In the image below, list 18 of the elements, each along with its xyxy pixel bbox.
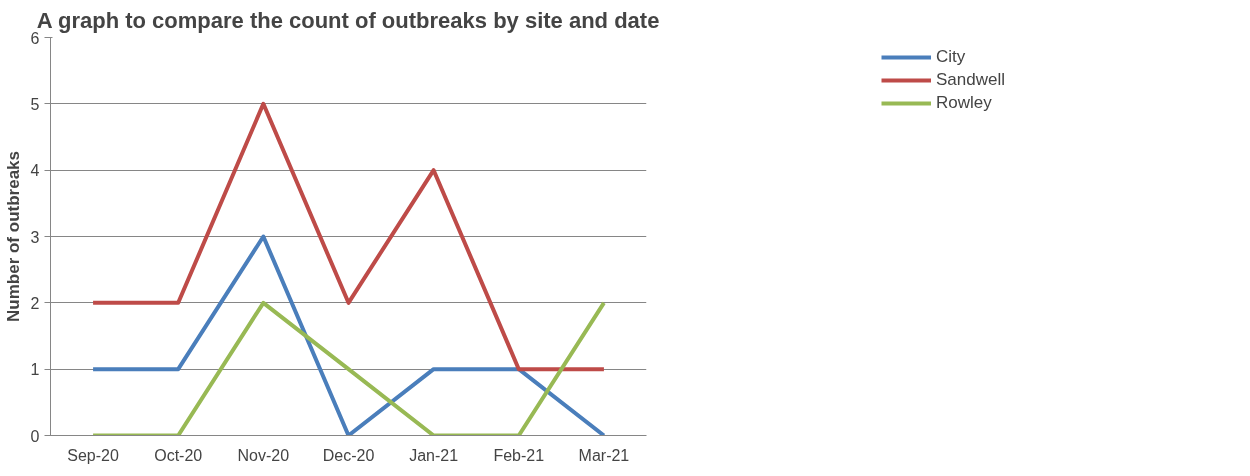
x-tick-label: Nov-20 (237, 446, 290, 464)
line-series (91, 101, 606, 372)
x-tick-label: Feb-21 (493, 446, 545, 464)
y-tick-label: 3 (30, 228, 40, 246)
y-tick-label: 0 (30, 427, 40, 445)
legend-label: Rowley (936, 93, 992, 113)
x-tick-label: Mar-21 (578, 446, 630, 464)
x-tick-label: Sep-20 (67, 446, 119, 464)
x-tick-label: Dec-20 (322, 446, 375, 464)
y-tick-label: 1 (30, 361, 40, 379)
y-axis-title: Number of outbreaks (3, 151, 23, 322)
x-tick-label: Jan-21 (409, 446, 459, 464)
legend-label: City (936, 47, 966, 67)
y-tick-label: 5 (30, 95, 40, 113)
y-tick-label: 4 (30, 162, 40, 180)
x-tick-label: Oct-20 (154, 446, 203, 464)
legend-label: Sandwell (936, 70, 1005, 90)
y-tick-label: 2 (30, 294, 40, 312)
